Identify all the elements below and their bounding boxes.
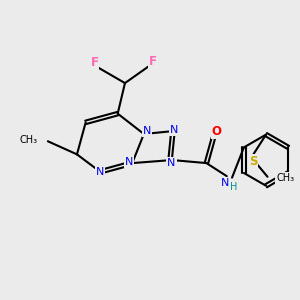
Text: N: N <box>170 124 178 135</box>
Text: F: F <box>90 56 98 69</box>
Text: S: S <box>249 155 257 168</box>
Text: CH₃: CH₃ <box>276 173 294 183</box>
Text: N: N <box>167 158 176 168</box>
Text: O: O <box>212 125 222 138</box>
Text: CH₃: CH₃ <box>20 135 38 145</box>
Text: N: N <box>221 178 230 188</box>
Text: F: F <box>148 55 157 68</box>
Text: N: N <box>124 157 133 166</box>
Text: H: H <box>230 182 237 192</box>
Text: N: N <box>96 167 104 177</box>
Text: N: N <box>142 126 151 136</box>
